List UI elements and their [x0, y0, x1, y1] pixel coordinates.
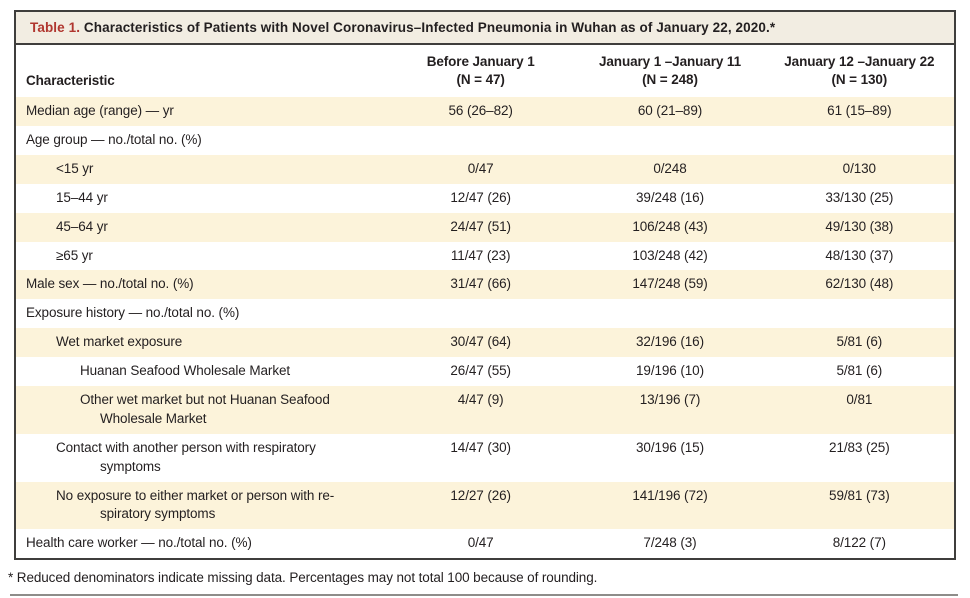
row-label: 15–44 yr — [56, 189, 108, 205]
row-value: 49/130 (38) — [825, 218, 894, 234]
table-row: Health care worker — no./total no. (%) 0/… — [16, 529, 954, 558]
row-value: 32/196 (16) — [636, 334, 704, 350]
row-value: 103/248 (42) — [632, 247, 708, 263]
row-value: 13/196 (7) — [639, 392, 701, 407]
row-value: 106/248 (43) — [632, 218, 708, 234]
table-row: Huanan Seafood Wholesale Market 26/47 (55… — [16, 357, 954, 386]
row-value: 60 (21–89) — [637, 103, 703, 119]
table-row: Median age (range) — yr 56 (26–82) 60 (21–… — [16, 97, 954, 126]
row-label: Median age (range) — yr — [26, 103, 174, 119]
row-value: 5/81 (6) — [836, 334, 883, 350]
row-value — [575, 299, 764, 328]
row-value: 21/83 (25) — [829, 439, 890, 455]
table-title-text: Characteristics of Patients with Novel C… — [80, 20, 776, 35]
column-header-period: January 12 –January 22 (N = 130) — [784, 54, 935, 87]
row-value: 141/196 (72) — [632, 487, 708, 503]
row-value: 0/130 — [842, 160, 876, 176]
row-label: Other wet market but not Huanan Seafood W… — [80, 392, 330, 426]
row-label: 45–64 yr — [56, 218, 108, 234]
row-label: Health care worker — no./total no. (%) — [26, 535, 252, 551]
bottom-rule — [10, 594, 958, 597]
row-value: 19/196 (10) — [636, 363, 704, 379]
row-value — [765, 299, 954, 328]
column-header-characteristic: Characteristic — [26, 73, 115, 89]
table-row: Exposure history — no./total no. (%) — [16, 299, 954, 328]
row-value: 11/47 (23) — [450, 247, 511, 263]
characteristics-table: Characteristic Before January 1 (N = 47) Ja… — [16, 45, 954, 558]
row-value: 8/122 (7) — [832, 535, 886, 551]
table-row: Male sex — no./total no. (%) 31/47 (66) 14… — [16, 270, 954, 300]
footnote: * Reduced denominators indicate missing … — [8, 570, 598, 586]
column-header-period: Before January 1 (N = 47) — [426, 54, 535, 87]
table-header-row: Characteristic Before January 1 (N = 47) Ja… — [16, 45, 954, 97]
row-value: 7/248 (3) — [643, 535, 697, 551]
row-value: 0/81 — [846, 392, 873, 407]
row-value — [386, 299, 575, 328]
table-row: ≥65 yr 11/47 (23) 103/248 (42) 48/130 (37) — [16, 242, 954, 271]
row-value: 5/81 (6) — [836, 363, 883, 379]
row-value: 0/47 — [467, 160, 494, 176]
table-title-label: Table 1. — [30, 20, 81, 35]
row-value — [765, 126, 954, 155]
row-value: 14/47 (30) — [450, 439, 511, 455]
row-label: Exposure history — no./total no. (%) — [26, 305, 240, 321]
row-value: 31/47 (66) — [450, 276, 511, 292]
table-row: Age group — no./total no. (%) — [16, 126, 954, 155]
table-row: Wet market exposure 30/47 (64) 32/196 (16)… — [16, 328, 954, 358]
table-title-bar: Table 1. Characteristics of Patients wit… — [16, 12, 954, 45]
row-value: 4/47 (9) — [457, 392, 504, 407]
row-value: 59/81 (73) — [829, 487, 890, 503]
row-value: 30/196 (15) — [636, 439, 704, 455]
row-value: 147/248 (59) — [632, 276, 708, 292]
table-row: Other wet market but not Huanan Seafood W… — [16, 386, 954, 434]
row-label: Male sex — no./total no. (%) — [26, 276, 194, 292]
row-value: 33/130 (25) — [825, 189, 894, 205]
row-value: 26/47 (55) — [450, 363, 511, 379]
table-body: Median age (range) — yr 56 (26–82) 60 (21–… — [16, 97, 954, 558]
row-label: No exposure to either market or person w… — [56, 487, 335, 522]
row-value: 24/47 (51) — [450, 218, 511, 234]
column-header-period: January 1 –January 11 (N = 248) — [598, 54, 741, 87]
row-value: 56 (26–82) — [448, 103, 513, 119]
row-value: 0/248 — [653, 160, 687, 176]
row-value: 39/248 (16) — [636, 189, 704, 205]
row-label: Wet market exposure — [56, 334, 183, 350]
row-label: <15 yr — [56, 160, 94, 176]
row-value: 30/47 (64) — [450, 334, 511, 350]
row-label: Huanan Seafood Wholesale Market — [80, 363, 291, 379]
table-row: No exposure to either market or person w… — [16, 481, 954, 530]
row-value: 48/130 (37) — [825, 247, 894, 263]
row-label: Contact with another person with respira… — [56, 439, 316, 474]
table-row: 15–44 yr 12/47 (26) 39/248 (16) 33/130 (25) — [16, 184, 954, 213]
row-value: 0/47 — [467, 535, 494, 551]
row-value: 12/47 (26) — [450, 189, 511, 205]
row-value — [386, 126, 575, 155]
table1-panel: Table 1. Characteristics of Patients wit… — [14, 10, 956, 561]
row-value: 61 (15–89) — [827, 103, 892, 119]
table-row: 45–64 yr 24/47 (51) 106/248 (43) 49/130 (38… — [16, 212, 954, 242]
row-value — [575, 126, 764, 155]
row-value: 12/27 (26) — [450, 487, 511, 503]
row-label: Age group — no./total no. (%) — [26, 131, 202, 147]
row-label: ≥65 yr — [56, 247, 93, 263]
table-row: Contact with another person with respira… — [16, 434, 954, 482]
row-value: 62/130 (48) — [825, 276, 894, 292]
table-row: <15 yr 0/47 0/248 0/130 — [16, 154, 954, 184]
